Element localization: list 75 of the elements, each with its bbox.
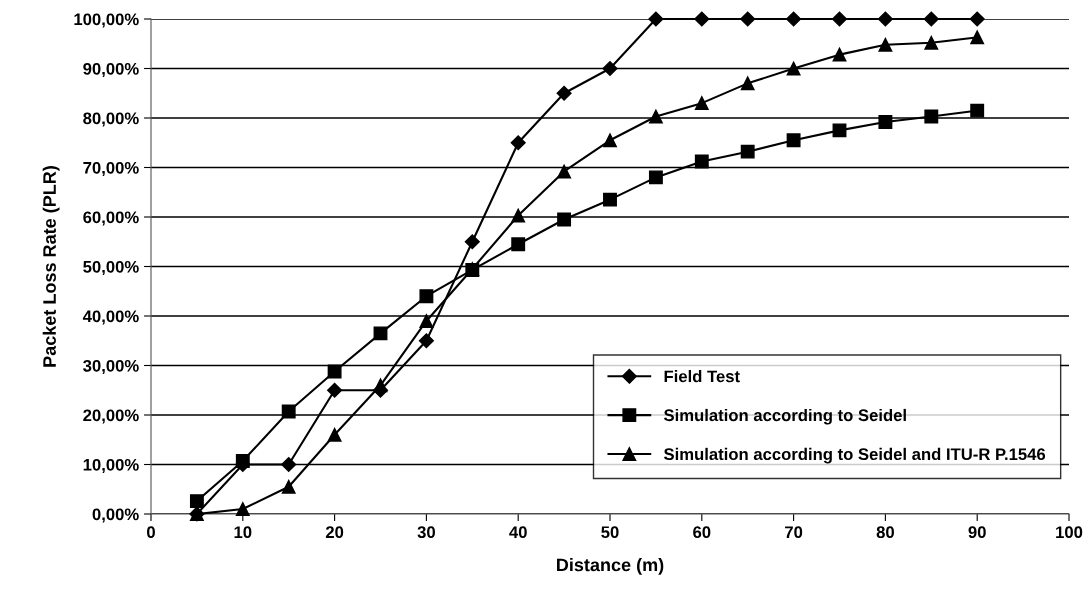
y-axis-title: Packet Loss Rate (PLR) <box>42 166 60 367</box>
point <box>327 427 342 442</box>
point <box>740 11 756 27</box>
y-tick-label: 60,00% <box>83 211 139 226</box>
x-tick-label: 80 <box>876 526 894 539</box>
point <box>281 404 296 419</box>
point <box>510 135 526 151</box>
point <box>327 382 343 398</box>
y-tick-label: 100,00% <box>74 13 139 28</box>
x-tick-label: 60 <box>693 526 711 539</box>
point <box>648 170 663 185</box>
point <box>235 454 250 468</box>
y-tick-label: 90,00% <box>83 62 139 78</box>
point <box>694 154 709 169</box>
y-tick-label: 50,00% <box>83 260 139 276</box>
point <box>511 237 526 252</box>
point <box>694 11 710 27</box>
point <box>970 30 985 45</box>
point <box>970 103 985 118</box>
point <box>786 11 802 27</box>
point <box>648 109 663 124</box>
point <box>281 456 297 473</box>
point <box>511 208 526 223</box>
point <box>969 11 985 27</box>
y-tick-label: 20,00% <box>83 409 139 424</box>
legend-label: Simulation according to Seidel and ITU-R P.1546 <box>663 447 1046 464</box>
point <box>557 212 572 227</box>
y-tick-label: 70,00% <box>83 161 139 177</box>
x-tick-label: 70 <box>785 526 803 539</box>
point <box>556 85 572 101</box>
y-tick-label: 0,00% <box>92 508 139 523</box>
point <box>603 133 617 148</box>
x-tick-label: 40 <box>509 526 527 539</box>
point <box>327 364 342 379</box>
point <box>878 115 893 129</box>
point <box>648 11 664 27</box>
point <box>419 314 434 328</box>
y-tick-label: 40,00% <box>82 310 139 325</box>
point <box>419 289 434 304</box>
x-tick-label: 0 <box>147 526 155 539</box>
y-tick-label: 80,00% <box>83 112 139 127</box>
x-tick-label: 30 <box>417 526 435 539</box>
point <box>603 192 617 207</box>
point <box>281 479 296 494</box>
x-tick-label: 100 <box>1056 526 1083 539</box>
x-tick-label: 10 <box>234 526 252 539</box>
point <box>189 494 204 509</box>
point <box>786 133 801 148</box>
x-axis-title: Distance (m) <box>557 558 664 575</box>
point <box>923 11 939 27</box>
point <box>694 96 709 111</box>
point <box>832 47 847 62</box>
legend-label: Field Test <box>664 370 740 383</box>
point <box>831 11 848 27</box>
point <box>557 164 572 179</box>
x-tick-label: 90 <box>968 526 986 539</box>
point <box>464 234 480 250</box>
y-tick-label: 10,00% <box>83 458 139 474</box>
point <box>877 11 893 27</box>
point <box>418 333 434 349</box>
point <box>373 326 388 341</box>
x-tick-label: 50 <box>601 526 619 539</box>
point <box>740 144 755 159</box>
point <box>832 123 847 138</box>
legend-label: Simulation according to Seidel <box>663 408 906 425</box>
point <box>786 61 801 76</box>
point <box>924 109 939 124</box>
point <box>740 76 755 91</box>
y-tick-label: 30,00% <box>83 359 139 375</box>
point <box>602 60 618 77</box>
point <box>924 35 939 50</box>
point <box>878 37 893 52</box>
point <box>373 378 388 393</box>
x-tick-label: 20 <box>325 526 344 539</box>
point <box>235 502 250 516</box>
